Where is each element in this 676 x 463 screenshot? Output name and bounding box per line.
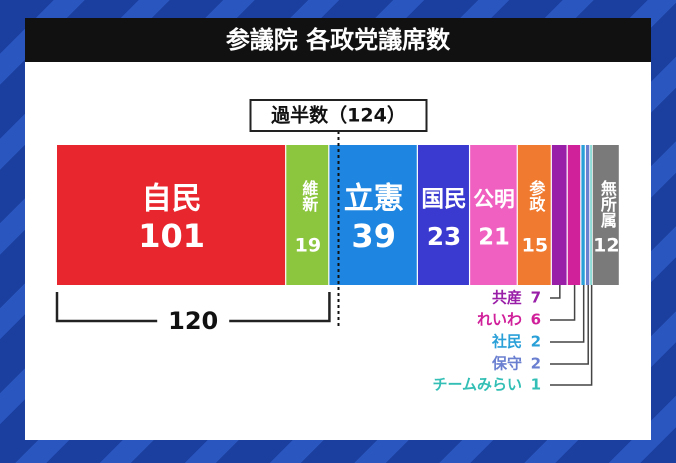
bracket-label: 120: [168, 307, 218, 335]
segment-value: 39: [351, 217, 396, 255]
bar-segment: [329, 145, 417, 285]
segment-name: 参政: [526, 179, 545, 213]
bar-segment: [517, 145, 551, 285]
bar-segment: [57, 145, 286, 285]
party-label: 社民: [491, 333, 522, 351]
bar-segment: [581, 145, 585, 285]
segment-name: 公明: [473, 187, 514, 211]
party-label: 保守: [491, 355, 522, 373]
bar-segment: [286, 145, 329, 285]
segment-name: 自民: [142, 182, 202, 217]
party-label: チームみらい: [432, 376, 522, 394]
title-band: [25, 18, 651, 62]
connector: [550, 285, 561, 299]
value-label: 2: [531, 333, 541, 351]
chart-title: 参議院 各政党議席数: [226, 26, 451, 54]
segment-name: 国民: [421, 187, 466, 213]
bar-segment: [567, 145, 581, 285]
bar-segment: [417, 145, 469, 285]
bar-segment: [585, 145, 590, 285]
value-label: 6: [531, 311, 541, 329]
segment-name: 立憲: [344, 182, 404, 217]
connector: [550, 285, 589, 365]
connector: [550, 285, 585, 343]
segment-value: 19: [295, 235, 321, 257]
bar-segment: [551, 145, 567, 285]
bar-segment: [592, 145, 619, 285]
bar-segment: [590, 145, 592, 285]
segment-value: 15: [522, 235, 548, 257]
segment-value: 23: [427, 222, 461, 251]
majority-box: [249, 99, 428, 132]
majority-label: 過半数（124）: [271, 104, 406, 127]
party-label: 共産: [492, 289, 522, 307]
segment-value: 101: [138, 217, 205, 255]
bar-segment: [470, 145, 517, 285]
party-label: れいわ: [477, 311, 522, 329]
connector: [550, 285, 576, 321]
segment-name: 無所属: [598, 179, 617, 229]
value-label: 1: [531, 376, 541, 394]
bracket-gap: [157, 310, 230, 332]
segment-value: 12: [593, 235, 619, 257]
value-label: 7: [531, 289, 541, 307]
segment-value: 21: [478, 225, 510, 251]
segment-name: 維新: [299, 179, 318, 213]
value-label: 2: [531, 355, 541, 373]
connector: [550, 285, 593, 386]
